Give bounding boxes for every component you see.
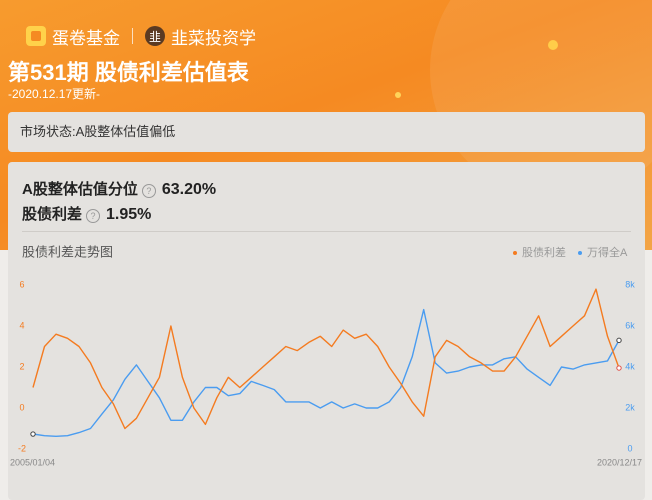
metric: A股整体估值分位 ? 63.20% (22, 178, 216, 199)
y2-tick-label: 2k (625, 402, 635, 412)
title: 第531期 股债利差估值表 (8, 60, 249, 85)
metric-label: A股整体估值分位 (22, 181, 138, 198)
help-icon[interactable]: ? (141, 184, 156, 198)
y2-tick-label: 4k (625, 361, 635, 371)
start-marker (30, 431, 36, 437)
divider (22, 231, 631, 232)
brand: 蛋卷基金 (52, 28, 120, 48)
partner: 韭菜投资学 (171, 28, 256, 48)
y-tick-label: 4 (19, 320, 24, 330)
series-line (32, 288, 620, 430)
y2-tick-label: 6k (625, 320, 635, 330)
brand-row: 蛋卷基金 韭 韭菜投资学 (26, 24, 256, 48)
chart-title: 股债利差走势图 (22, 244, 113, 259)
series-line (32, 308, 620, 437)
metric: 股债利差 ? 1.95% (22, 203, 151, 224)
status-card: 市场状态:A股整体估值偏低 (8, 112, 645, 152)
x-tick-label: 2005/01/04 (10, 457, 55, 467)
main-card: A股整体估值分位 ? 63.20% 股债利差 ? 1.95% (8, 162, 645, 500)
partner-icon: 韭 (145, 26, 165, 46)
logo (26, 26, 46, 46)
y2-tick-label: 0 (627, 443, 632, 453)
metric-value: 1.95% (106, 206, 152, 223)
decor (548, 40, 558, 50)
separator (132, 28, 133, 44)
y2-tick-label: 8k (625, 279, 635, 289)
metric-value: 63.20% (161, 181, 217, 198)
y-tick-label: -2 (18, 443, 26, 453)
x-tick-label: 2020/12/17 (597, 457, 642, 467)
y-tick-label: 6 (19, 279, 24, 289)
y-tick-label: 2 (19, 361, 24, 371)
help-icon[interactable]: ? (86, 209, 101, 223)
legend-marker (513, 251, 517, 255)
end-marker (616, 337, 622, 344)
legend-label: 万得全A (587, 245, 628, 259)
legend-label: 股债利差 (522, 245, 566, 259)
legend-marker (578, 251, 582, 255)
status: 市场状态:A股整体估值偏低 (20, 124, 176, 139)
metric-label: 股债利差 (22, 206, 83, 223)
decor (395, 92, 401, 98)
y-tick-label: 0 (19, 402, 24, 412)
subtitle: -2020.12.17更新- (8, 87, 101, 101)
end-marker (616, 365, 622, 371)
